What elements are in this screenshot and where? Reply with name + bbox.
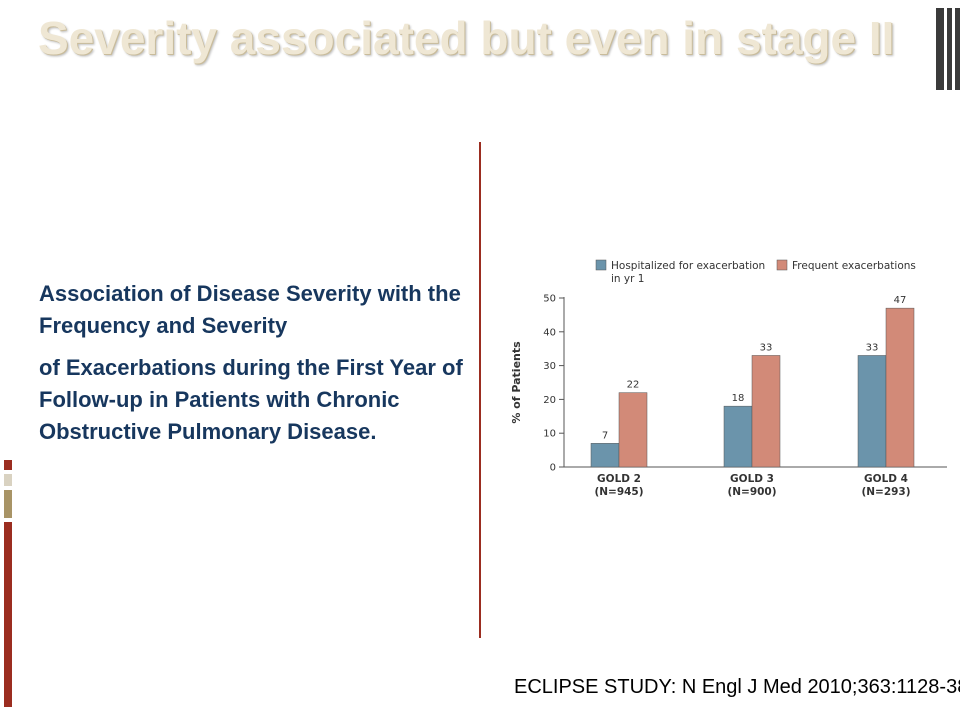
category-label-2: GOLD 3	[730, 473, 774, 485]
slide-title: Severity associated but even in stage II	[38, 12, 895, 64]
caption-line-1: Association of Disease Severity with the…	[39, 281, 461, 338]
chart-labels: 7 22 GOLD 2(N=945) 18 33 GOLD 3(N=900) 33 47 GOL…	[594, 295, 910, 498]
legend-label-2: Frequent exacerbations	[792, 260, 916, 272]
value-label-1-series-1: 7	[602, 430, 608, 441]
value-label-3-series-2: 47	[894, 295, 907, 306]
value-label-2-series-1: 18	[732, 393, 745, 404]
figure-caption: Association of Disease Severity with the…	[39, 278, 469, 448]
bar-3-series-2	[885, 307, 915, 468]
value-label-1-series-2: 22	[627, 380, 640, 391]
category-label-1: GOLD 2	[597, 473, 641, 485]
category-label-3: GOLD 4	[864, 473, 908, 485]
y-tick-label-30: 30	[543, 361, 556, 372]
value-label-3-series-1: 33	[866, 342, 879, 353]
y-tick-label-20: 20	[543, 395, 556, 406]
citation-footer: ECLIPSE STUDY: N Engl J Med 2010;363:112…	[514, 676, 960, 698]
bar-2-series-1	[723, 405, 753, 468]
legend-label-1-line2: in yr 1	[611, 273, 644, 285]
bar-3-series-1	[857, 355, 887, 468]
caption-line-2: of Exacerbations during the First Year o…	[39, 355, 463, 444]
bar-1-series-2	[618, 392, 648, 468]
category-label-2-line2: (N=900)	[727, 486, 776, 498]
decorative-bars-left	[0, 460, 14, 707]
y-tick-label-0: 0	[550, 463, 556, 474]
vertical-divider	[479, 142, 481, 638]
category-label-3-line2: (N=293)	[861, 486, 910, 498]
value-label-2-series-2: 33	[760, 342, 773, 353]
legend-swatch-1	[595, 259, 607, 271]
bar-1-series-1	[590, 443, 620, 468]
y-axis-label: % of Patients	[510, 341, 523, 424]
legend-swatch-2	[776, 259, 788, 271]
y-tick-label-50: 50	[543, 294, 556, 305]
chart-bars	[590, 307, 915, 468]
y-tick-label-40: 40	[543, 327, 556, 338]
y-tick-label-10: 10	[543, 429, 556, 440]
legend-label-1: Hospitalized for exacerbation	[611, 260, 765, 272]
bar-2-series-2	[751, 355, 781, 468]
decorative-bars-top-right	[936, 8, 960, 90]
category-label-1-line2: (N=945)	[594, 486, 643, 498]
